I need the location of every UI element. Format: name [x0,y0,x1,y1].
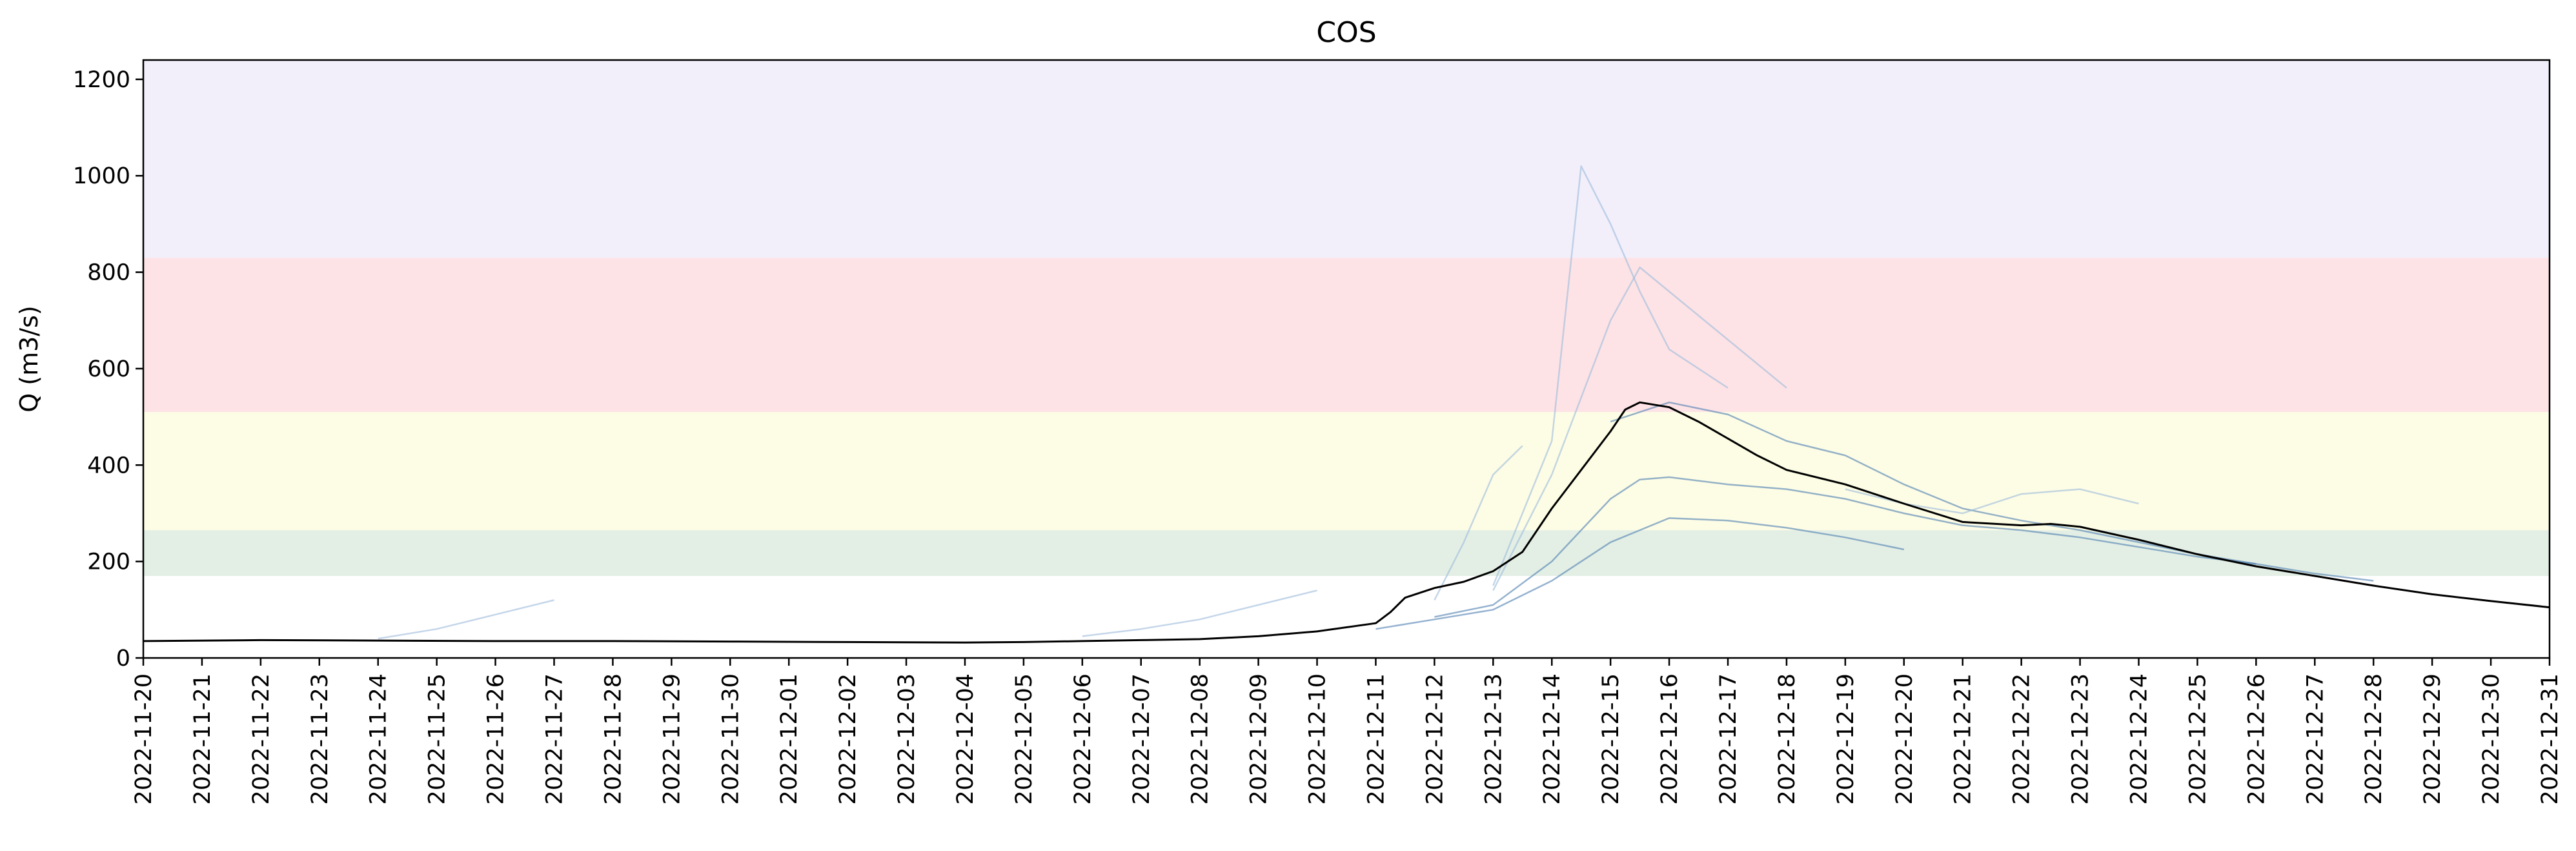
ensemble-line-5 [1492,266,1787,591]
x-tick-label: 2022-12-04 [953,673,979,805]
ensemble-line-3 [1375,517,1905,630]
x-tick-label: 2022-11-20 [131,673,157,805]
x-tick-label: 2022-11-29 [659,673,685,805]
x-tick-label: 2022-12-30 [2479,673,2504,805]
threshold-band-0 [143,530,2550,577]
x-tick-label: 2022-12-11 [1364,673,1390,805]
x-tick-label: 2022-12-19 [1833,673,1859,805]
y-tick-label: 600 [87,356,130,382]
x-tick-label: 2022-12-21 [1951,673,1976,805]
y-tick-label: 1000 [73,163,130,189]
observed-line [143,401,2550,644]
x-tick-label: 2022-11-30 [718,673,744,805]
x-tick-label: 2022-12-27 [2302,673,2328,805]
threshold-band-1 [143,412,2550,531]
x-tick-label: 2022-12-29 [2420,673,2446,805]
plot-frame [142,59,2551,659]
x-tick-label: 2022-12-12 [1422,673,1448,805]
threshold-band-2 [143,258,2550,413]
ensemble-line-4 [1492,165,1729,586]
x-tick-label: 2022-12-14 [1539,673,1565,805]
x-tick-label: 2022-12-16 [1657,673,1683,805]
x-tick-label: 2022-11-25 [425,673,451,805]
x-axis: 2022-11-20 2022-11-21 2022-11-22 2022-11-23… [131,658,2563,805]
x-tick-label: 2022-11-23 [307,673,333,805]
x-tick-label: 2022-12-26 [2244,673,2269,805]
y-tick-label: 200 [87,549,130,575]
x-tick-label: 2022-11-28 [600,673,626,805]
x-tick-label: 2022-12-24 [2127,673,2153,805]
threshold-band-3 [143,60,2550,258]
x-tick-label: 2022-12-28 [2361,673,2387,805]
x-tick-label: 2022-12-22 [2009,673,2035,805]
ensemble-line-6 [1434,445,1523,600]
y-tick-label: 400 [87,453,130,478]
chart-title: COS [1316,16,1376,49]
observed-series [143,401,2550,644]
x-tick-label: 2022-11-22 [248,673,274,805]
x-tick-label: 2022-12-08 [1188,673,1213,805]
y-axis-label: Q (m3/s) [15,305,43,412]
threshold-bands [143,60,2550,577]
x-tick-label: 2022-12-01 [776,673,802,805]
x-tick-label: 2022-12-23 [2068,673,2094,805]
ensemble-line-8 [1082,590,1317,637]
ensemble-line-1 [1434,476,2374,618]
ensemble-line-7 [378,599,554,640]
x-tick-label: 2022-11-27 [542,673,568,805]
x-tick-label: 2022-12-13 [1481,673,1506,805]
x-tick-label: 2022-12-25 [2185,673,2211,805]
x-tick-label: 2022-12-18 [1774,673,1800,805]
x-tick-label: 2022-12-20 [1892,673,1918,805]
x-tick-label: 2022-11-21 [190,673,216,805]
x-tick-label: 2022-12-10 [1305,673,1331,805]
x-tick-label: 2022-12-02 [835,673,861,805]
x-tick-label: 2022-12-09 [1246,673,1272,805]
x-tick-label: 2022-12-07 [1129,673,1155,805]
ensemble-line-2 [1610,401,2257,565]
y-tick-label: 0 [116,646,130,672]
x-tick-label: 2022-12-05 [1011,673,1037,805]
y-tick-label: 800 [87,260,130,286]
x-tick-label: 2022-12-03 [894,673,920,805]
y-tick-label: 1200 [73,67,130,93]
x-tick-label: 2022-12-31 [2537,673,2563,805]
x-tick-label: 2022-11-26 [483,673,509,805]
x-tick-label: 2022-12-17 [1716,673,1741,805]
x-tick-label: 2022-12-06 [1070,673,1096,805]
x-tick-label: 2022-11-24 [366,673,392,805]
x-tick-label: 2022-12-15 [1598,673,1624,805]
y-axis: 0 200 400 600 800 1000 1200 [73,67,143,672]
